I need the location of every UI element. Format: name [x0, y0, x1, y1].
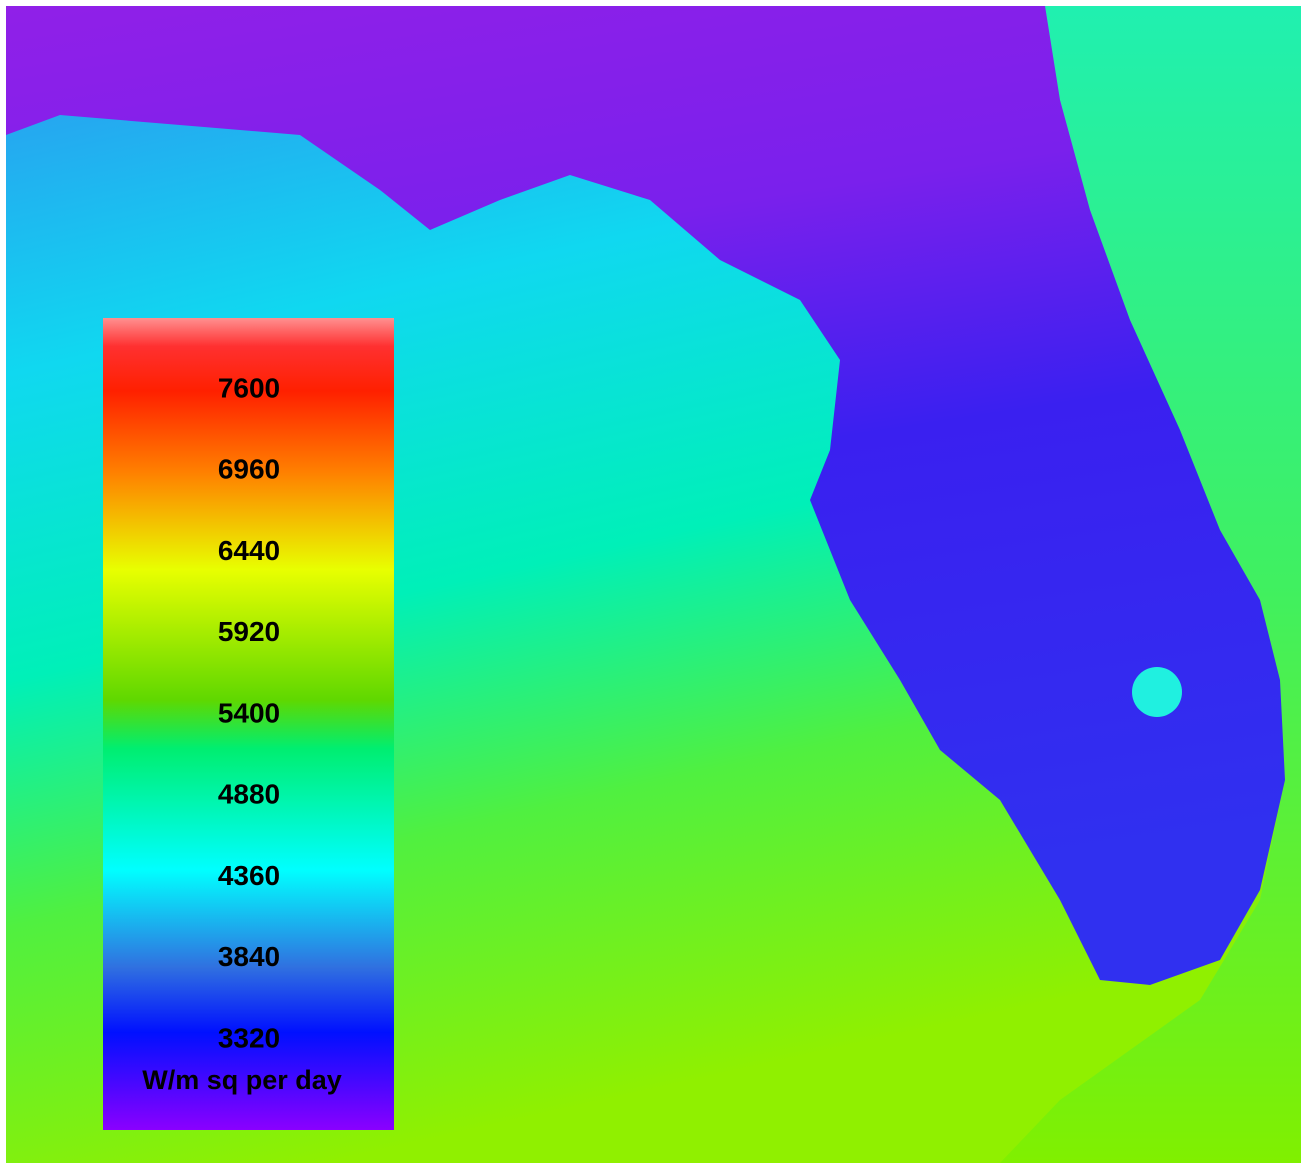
legend-tick-label: 4880 [218, 779, 280, 810]
legend-tick-label: 4360 [218, 860, 280, 891]
lake-okeechobee [1132, 667, 1182, 717]
legend-ticks: 7600 6960 6440 5920 5400 4880 4360 3840 3320 [218, 372, 280, 1053]
legend-tick-label: 6440 [218, 535, 280, 566]
legend-tick-label: 3840 [218, 941, 280, 972]
map-view: 7600 6960 6440 5920 5400 4880 4360 3840 3320 W/m… [0, 0, 1307, 1167]
legend-tick-label: 5400 [218, 697, 280, 728]
legend-tick-label: 3320 [218, 1022, 280, 1053]
legend: 7600 6960 6440 5920 5400 4880 4360 3840 3320 W/m… [103, 318, 394, 1130]
legend-tick-label: 5920 [218, 616, 280, 647]
legend-tick-label: 7600 [218, 372, 280, 403]
legend-unit: W/m sq per day [142, 1065, 342, 1095]
legend-tick-label: 6960 [218, 454, 280, 485]
